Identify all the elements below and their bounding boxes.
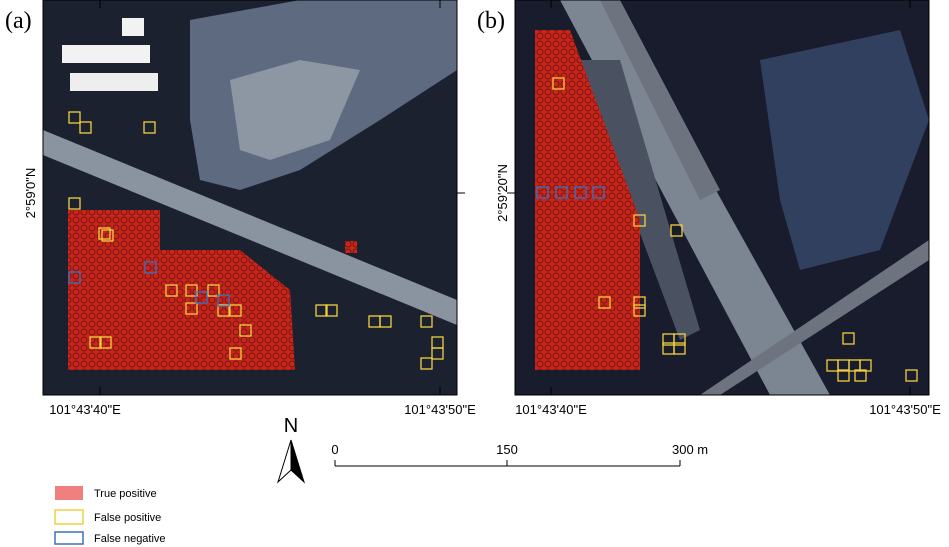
north-label: N — [284, 415, 298, 437]
scale-label: 300 m — [672, 442, 708, 457]
scale-label: 0 — [331, 442, 338, 457]
scale-label: 150 — [496, 442, 518, 457]
panel-label: (a) — [5, 8, 32, 34]
legend-swatch — [55, 532, 83, 544]
legend-swatch — [55, 486, 83, 500]
scale-bar — [335, 460, 680, 466]
legend-label: False positive — [94, 512, 161, 524]
x-coord: 101°43'50"E — [869, 402, 941, 417]
north-arrow — [278, 440, 291, 482]
y-coord: 2°59'0"N — [23, 168, 38, 219]
x-coord: 101°43'50"E — [404, 402, 476, 417]
legend-label: False negative — [94, 533, 166, 545]
x-coord: 101°43'40"E — [515, 402, 587, 417]
figure: (a) (b) 101°43'40"E 101°43'50"E 101°43'4… — [0, 0, 949, 547]
x-coord: 101°43'40"E — [49, 402, 121, 417]
legend-label: True positive — [94, 488, 157, 500]
north-arrow — [291, 440, 304, 482]
panel-label: (b) — [477, 8, 505, 34]
legend-swatch — [55, 510, 83, 524]
